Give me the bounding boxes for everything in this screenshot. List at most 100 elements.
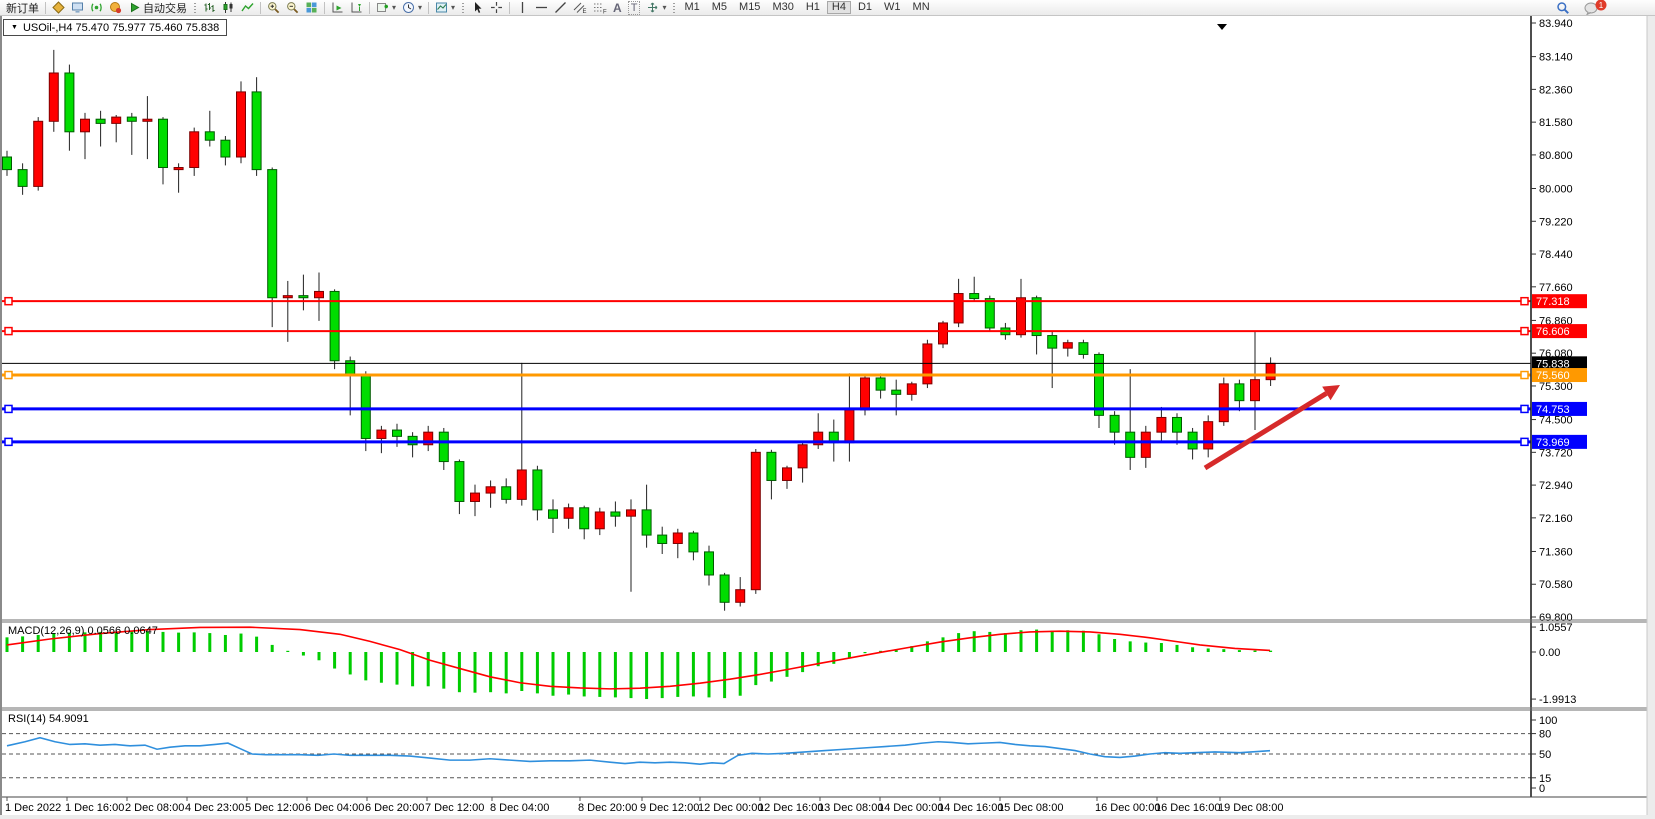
- bar-chart-button[interactable]: [200, 0, 219, 15]
- bear-candle: [875, 377, 886, 391]
- timeframe-button-d1[interactable]: D1: [857, 1, 873, 13]
- trend-arrow[interactable]: [1203, 391, 1328, 471]
- bear-candle: [204, 131, 215, 141]
- shapes-button[interactable]: ▾: [643, 0, 669, 15]
- axis-label: 12 Dec 00:00: [698, 802, 763, 814]
- crosshair-icon: [491, 2, 503, 13]
- axis-label: 78.440: [1539, 249, 1573, 261]
- search-button[interactable]: [1553, 0, 1573, 15]
- bull-candle: [844, 409, 855, 444]
- axis-label: 74.500: [1539, 415, 1573, 427]
- candlestick-chart-button[interactable]: [219, 0, 238, 15]
- bear-candle: [657, 534, 668, 544]
- trend-arrow-head[interactable]: [1322, 385, 1340, 401]
- line-chart-button[interactable]: [238, 0, 257, 15]
- bull-candle: [111, 116, 122, 124]
- collapse-triangle-icon[interactable]: ▼: [11, 24, 18, 31]
- indicators-button[interactable]: ▾: [373, 0, 399, 15]
- support-line-1-handle[interactable]: [4, 404, 13, 414]
- axis-label: 72.940: [1539, 480, 1573, 492]
- toolbar-separator: [324, 1, 325, 14]
- support-line-2-handle[interactable]: [4, 437, 13, 447]
- notifications-button[interactable]: 1: [1581, 0, 1607, 15]
- market-icon[interactable]: [106, 0, 125, 15]
- axis-label: 6 Dec 04:00: [305, 802, 364, 814]
- vertical-line-button[interactable]: [513, 0, 532, 15]
- timeframe-button-h4[interactable]: H4: [826, 1, 851, 14]
- bear-candle: [610, 511, 621, 517]
- bull-candle: [594, 511, 605, 530]
- timeframe-button-m1[interactable]: M1: [684, 1, 700, 13]
- pivot-line-handle[interactable]: [1520, 370, 1529, 380]
- bear-candle: [688, 532, 699, 553]
- chart-shift-icon: [351, 2, 362, 13]
- chart-title-box[interactable]: ▼ USOil-,H4 75.470 75.977 75.460 75.838: [3, 19, 228, 36]
- resistance-line-2-handle[interactable]: [1520, 326, 1529, 336]
- bear-candle: [64, 72, 75, 133]
- axis-label: 79.220: [1539, 216, 1573, 228]
- bear-candle: [360, 374, 371, 439]
- template-icon: [436, 2, 448, 13]
- tile-windows-icon: [306, 2, 317, 13]
- horizontal-line-icon: [536, 6, 548, 9]
- toolbar-separator: [45, 1, 46, 14]
- signals-icon[interactable]: [87, 0, 106, 15]
- cursor-button[interactable]: [468, 0, 487, 15]
- timeframe-button-h1[interactable]: H1: [805, 1, 820, 13]
- bear-candle: [1078, 342, 1089, 355]
- equidistant-channel-button[interactable]: E: [570, 0, 590, 15]
- timeframe-button-m5[interactable]: M5: [711, 1, 728, 13]
- axis-label: 76.606: [1536, 326, 1570, 338]
- bull-candle: [1016, 297, 1026, 336]
- fibonacci-button[interactable]: F: [590, 0, 610, 15]
- chart-shift-button[interactable]: [347, 0, 366, 15]
- auto-scroll-button[interactable]: [328, 0, 347, 15]
- resistance-line-2-handle[interactable]: [4, 326, 13, 336]
- text-tool-button[interactable]: A: [610, 0, 625, 15]
- gold-diamond-icon[interactable]: [49, 0, 68, 15]
- axis-label: 13 Dec 08:00: [818, 802, 883, 814]
- label-tool-button[interactable]: T: [625, 0, 644, 15]
- clock-icon: [403, 2, 415, 13]
- terminal-icon[interactable]: [68, 0, 87, 15]
- bear-candle: [1172, 416, 1182, 433]
- bull-candle: [516, 469, 527, 500]
- axis-label: 2 Dec 08:00: [125, 802, 184, 814]
- bull-candle: [485, 486, 496, 494]
- timeframe-button-mn[interactable]: MN: [912, 1, 930, 13]
- resistance-line-1-handle[interactable]: [4, 296, 13, 306]
- vertical-line-icon: [521, 2, 524, 13]
- timeframe-button-m15[interactable]: M15: [739, 1, 761, 13]
- resistance-line-1-handle[interactable]: [1520, 296, 1529, 306]
- templates-button[interactable]: ▾: [432, 0, 458, 15]
- bull-candle: [860, 377, 870, 411]
- trendline-button[interactable]: [551, 0, 570, 15]
- crosshair-button[interactable]: [487, 0, 506, 15]
- bear-candle: [1109, 414, 1120, 433]
- new-order-label: 新订单: [6, 2, 39, 15]
- bear-candle: [298, 295, 309, 299]
- axis-label: 6 Dec 20:00: [365, 802, 424, 814]
- support-line-1-handle[interactable]: [1520, 404, 1529, 414]
- zoom-in-button[interactable]: [264, 0, 283, 15]
- auto-trading-label: 自动交易: [143, 2, 187, 15]
- pivot-line-handle[interactable]: [4, 370, 13, 380]
- axis-label: 83.940: [1539, 18, 1573, 30]
- timeframe-button-m30[interactable]: M30: [772, 1, 794, 13]
- tile-windows-button[interactable]: [302, 0, 321, 15]
- zoom-out-button[interactable]: [283, 0, 302, 15]
- periods-button[interactable]: ▾: [399, 0, 425, 15]
- axis-label: 14 Dec 00:00: [878, 802, 943, 814]
- auto-trading-button[interactable]: 自动交易: [125, 0, 190, 15]
- horizontal-line-button[interactable]: [532, 0, 551, 15]
- bear-candle: [548, 509, 558, 519]
- bull-candle: [672, 532, 683, 544]
- bull-candle: [922, 343, 933, 385]
- axis-label: 1 Dec 16:00: [65, 802, 124, 814]
- bull-candle: [563, 507, 574, 519]
- chart-shift-marker[interactable]: [1217, 24, 1227, 30]
- new-order-button[interactable]: 新订单: [3, 0, 42, 15]
- support-line-2-handle[interactable]: [1520, 437, 1529, 447]
- timeframe-button-w1[interactable]: W1: [884, 1, 901, 13]
